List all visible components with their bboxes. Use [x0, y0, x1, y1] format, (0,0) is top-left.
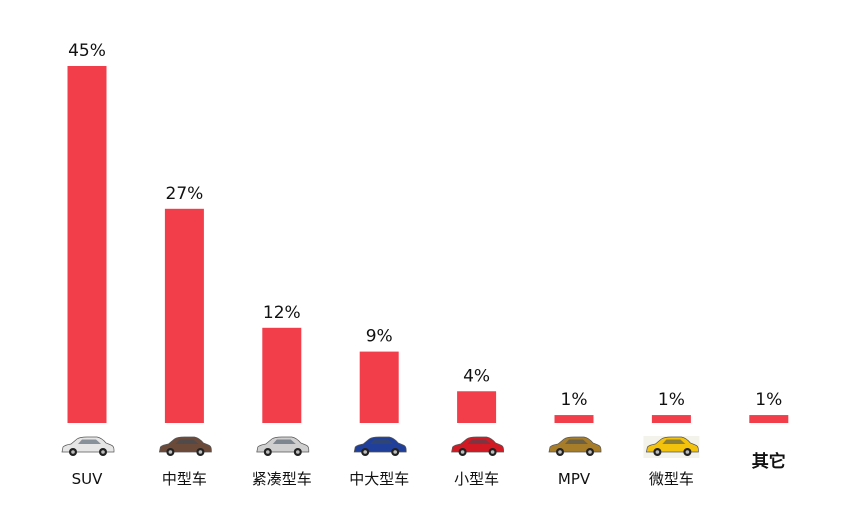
value-label-6: 1%: [658, 390, 685, 410]
value-label-5: 1%: [561, 390, 588, 410]
car-yellow-mini-icon: [643, 436, 700, 458]
value-label-7: 1%: [755, 390, 782, 410]
value-label-3: 9%: [366, 327, 393, 347]
category-label-1: 中型车: [162, 470, 207, 488]
bar-6: [651, 415, 691, 423]
category-icons-group: [61, 436, 700, 458]
bar-5: [554, 415, 594, 423]
car-blue-sedan-icon: [353, 436, 407, 456]
category-label-6: 微型车: [649, 470, 694, 488]
value-label-1: 27%: [166, 184, 204, 204]
bar-2: [262, 327, 302, 423]
car-gold-mpv-icon: [548, 436, 602, 456]
value-label-0: 45%: [68, 41, 106, 61]
category-label-0: SUV: [72, 470, 104, 488]
bar-0: [67, 66, 107, 423]
car-silver-sedan-icon: [256, 436, 310, 456]
bar-3: [359, 351, 399, 423]
category-labels-group: SUV 中型车 紧凑型车 中大型车 小型车 MPV 微型车 其它: [72, 451, 786, 488]
category-label-2: 紧凑型车: [252, 470, 312, 488]
car-white-suv-icon: [61, 436, 115, 456]
category-label-5: MPV: [558, 470, 591, 488]
bar-1: [164, 208, 204, 423]
category-label-7: 其它: [752, 451, 786, 472]
bars-group: [67, 66, 789, 423]
car-red-hatchback-icon: [451, 436, 504, 456]
category-label-4: 小型车: [454, 470, 499, 488]
category-label-3: 中大型车: [349, 470, 409, 488]
bar-7: [749, 415, 789, 423]
value-label-2: 12%: [263, 303, 301, 323]
value-label-4: 4%: [463, 366, 490, 386]
value-labels-group: 45% 27% 12% 9% 4% 1% 1% 1%: [68, 41, 782, 410]
bar-4: [457, 391, 497, 423]
car-brown-sedan-icon: [158, 436, 212, 456]
